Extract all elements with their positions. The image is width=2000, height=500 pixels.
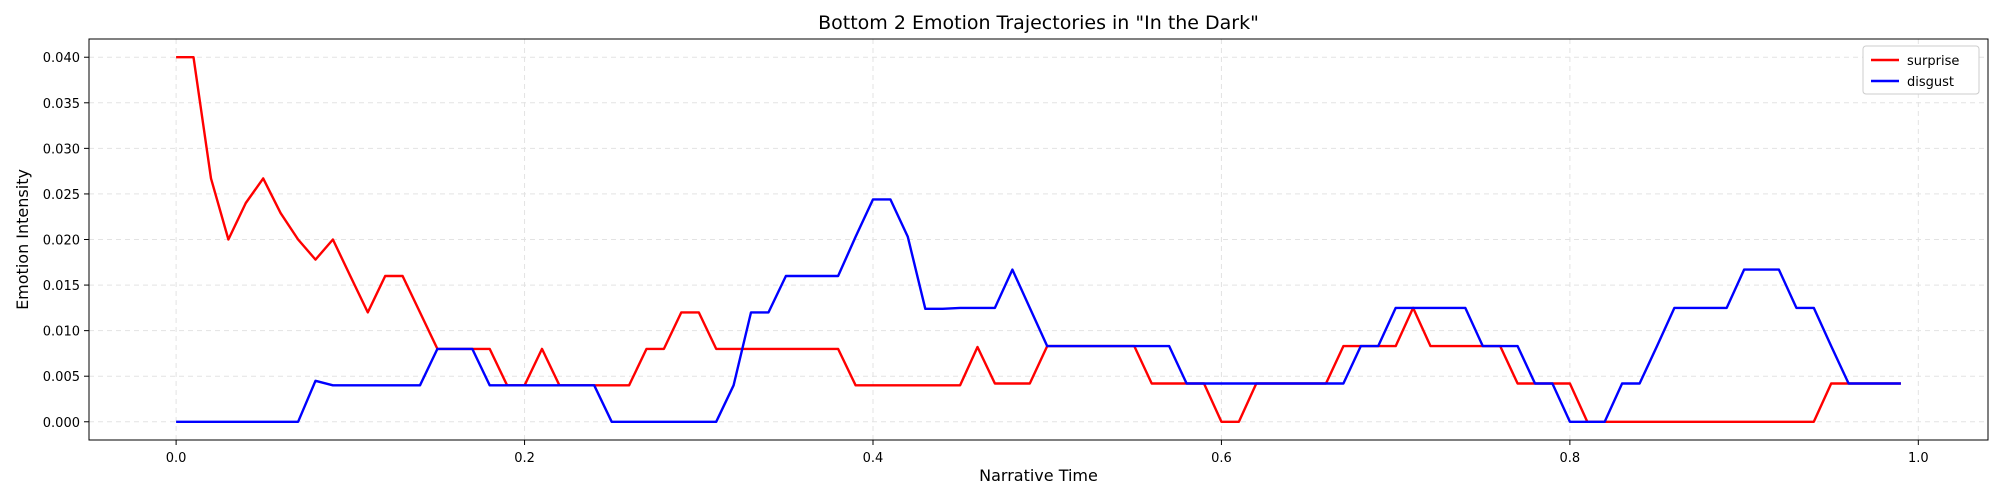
y-tick-label: 0.025 xyxy=(43,188,80,203)
y-tick-label: 0.030 xyxy=(43,142,80,157)
grid xyxy=(89,39,1988,440)
chart-title: Bottom 2 Emotion Trajectories in "In the… xyxy=(818,12,1259,34)
x-tick-label: 0.8 xyxy=(1560,451,1581,466)
y-tick-label: 0.040 xyxy=(43,51,80,66)
y-tick-label: 0.020 xyxy=(43,234,80,249)
series-lines xyxy=(176,56,1901,423)
x-tick-label: 0.0 xyxy=(166,451,187,466)
y-tick-label: 0.015 xyxy=(43,279,80,294)
y-tick-label: 0.005 xyxy=(43,370,80,385)
x-tick-label: 0.4 xyxy=(863,451,884,466)
series-line-disgust xyxy=(176,198,1901,423)
y-tick-label: 0.000 xyxy=(43,416,80,431)
y-tick-label: 0.010 xyxy=(43,325,80,340)
x-axis-title: Narrative Time xyxy=(979,466,1098,485)
x-tick-label: 0.6 xyxy=(1211,451,1232,466)
y-axis-ticks: 0.000 0.005 0.010 0.015 0.020 0.025 0.030 0.035… xyxy=(43,51,89,431)
legend: surprise disgust xyxy=(1862,45,1980,95)
legend-label-surprise: surprise xyxy=(1907,54,1959,69)
x-tick-label: 0.2 xyxy=(514,451,535,466)
y-tick-label: 0.035 xyxy=(43,97,80,112)
legend-label-disgust: disgust xyxy=(1907,75,1954,90)
x-tick-label: 1.0 xyxy=(1908,451,1929,466)
x-axis-ticks: 0.0 0.2 0.4 0.6 0.8 1.0 xyxy=(166,440,1929,466)
y-axis-title: Emotion Intensity xyxy=(13,169,32,310)
